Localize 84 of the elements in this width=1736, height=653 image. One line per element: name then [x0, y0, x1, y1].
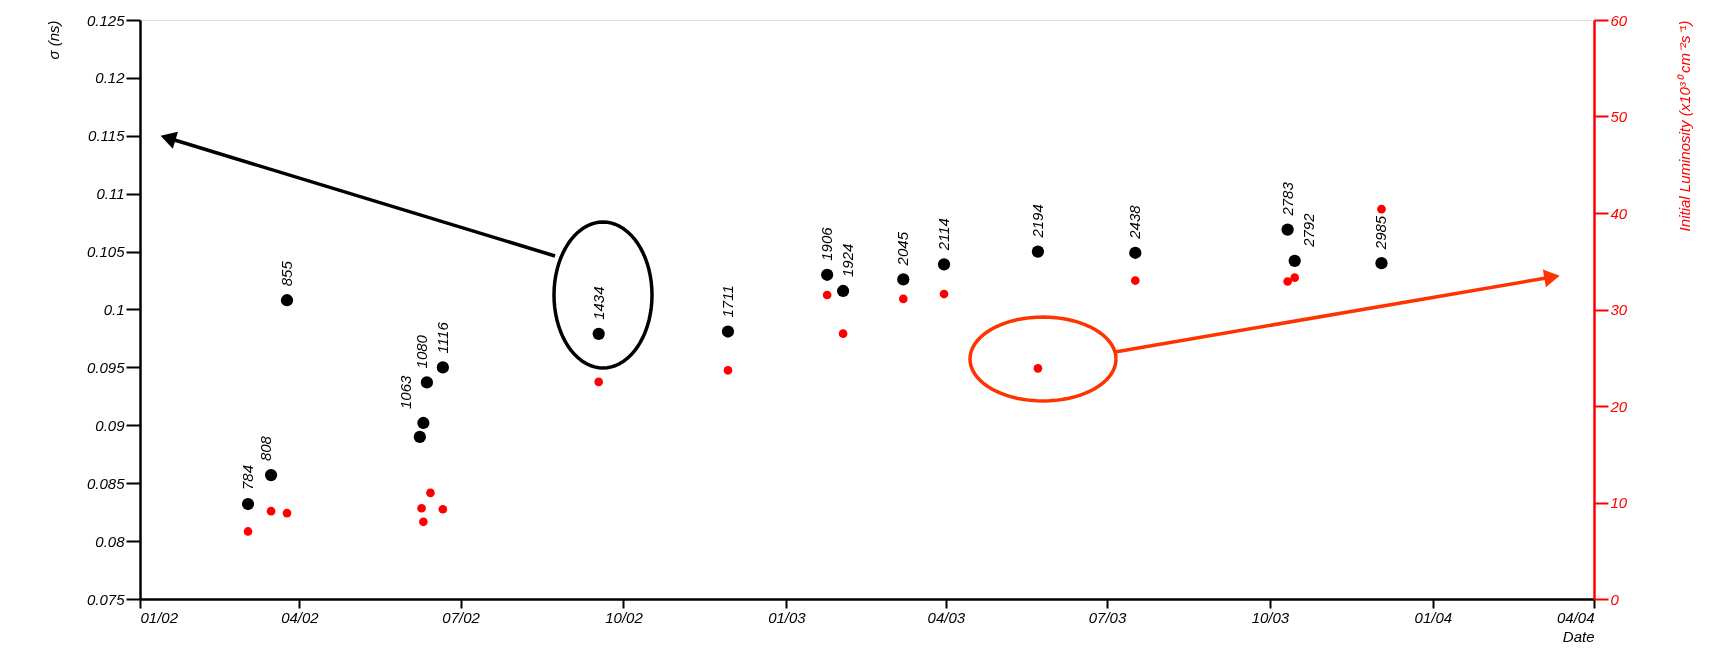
point [836, 284, 850, 298]
y-tick-label: 0.085 [86, 474, 126, 492]
point [939, 289, 949, 299]
x-tick-label: 04/03 [927, 608, 966, 626]
y2-tick-label: 10 [1610, 494, 1628, 511]
y2-tick-label: 30 [1610, 301, 1628, 318]
y2-tick-label: 20 [1609, 397, 1628, 415]
y-tick-label: 0.08 [95, 532, 126, 550]
point [723, 365, 733, 375]
y-tick-label: 0.12 [95, 69, 126, 87]
annotation: 1434 [589, 286, 607, 320]
point [419, 517, 428, 527]
point [1288, 254, 1301, 267]
point [898, 294, 908, 304]
x-tick-label: 04/02 [281, 608, 320, 626]
point [420, 376, 434, 389]
y-tick-label: 0.11 [96, 185, 125, 203]
x-tick-label: 01/03 [768, 608, 807, 626]
x-tick-label: 07/02 [442, 608, 481, 626]
point [721, 325, 735, 338]
y-tick-label: 0.105 [86, 243, 126, 261]
y-tick-label: 0.1 [103, 301, 125, 318]
annotation: 2783 [1278, 181, 1296, 217]
y-tick-label: 0.09 [95, 416, 126, 434]
point [937, 258, 951, 271]
annotation: 2114 [935, 218, 953, 252]
point [838, 329, 848, 338]
point [1033, 364, 1043, 373]
annotation: 1063 [396, 374, 414, 409]
annotation: 784 [239, 465, 257, 491]
point [594, 377, 604, 387]
y-tick-label: 0.115 [88, 127, 126, 145]
y2-tick-label: 60 [1610, 11, 1628, 29]
y-tick-label: 0.075 [86, 590, 126, 608]
point [413, 430, 426, 443]
annotation: 1711 [718, 285, 736, 318]
y-tick-label: 0.125 [86, 11, 126, 29]
annotation: 808 [256, 435, 274, 462]
point [1377, 204, 1386, 214]
point [1375, 257, 1388, 270]
x-tick-label: 01/04 [1414, 608, 1453, 626]
annotation: 2985 [1372, 215, 1390, 251]
annotation: 2045 [894, 231, 912, 267]
annotation: 1080 [412, 334, 430, 369]
point [592, 327, 605, 340]
x-tick-label: 01/02 [140, 608, 179, 626]
annotation: 2194 [1028, 204, 1046, 239]
annotation: 1924 [839, 243, 857, 277]
y-axis-title: σ (ns) [44, 20, 62, 60]
point [822, 290, 832, 300]
annotation: 855 [277, 260, 295, 287]
annotation: 2438 [1126, 204, 1144, 240]
point [280, 294, 294, 307]
y2-tick-label: 40 [1610, 204, 1628, 222]
y-tick-label: 0.095 [86, 358, 126, 376]
x-tick-label: 07/03 [1088, 608, 1127, 626]
annotation: 1906 [818, 226, 836, 261]
point [1281, 223, 1294, 236]
point [266, 506, 276, 516]
point [241, 497, 255, 511]
point [426, 488, 435, 498]
point [1130, 276, 1140, 285]
x-axis-title: Date [1562, 627, 1595, 645]
point [243, 527, 253, 536]
point [264, 468, 278, 482]
point [1031, 245, 1045, 258]
point [436, 361, 449, 374]
point [1129, 246, 1142, 259]
x-tick-label: 04/04 [1556, 608, 1595, 626]
point [897, 273, 910, 286]
annotation: 2792 [1299, 212, 1317, 248]
x-tick-label: 10/02 [605, 608, 644, 626]
point [282, 508, 292, 518]
y2-tick-label: 0 [1610, 590, 1620, 608]
point [438, 504, 448, 514]
point [1290, 273, 1300, 282]
y2-tick-label: 50 [1610, 108, 1628, 125]
y2-axis-title: Initial Luminosity (x10³⁰ cm⁻²s⁻¹) [1675, 20, 1693, 232]
annotation: 1116 [433, 321, 451, 354]
point [821, 268, 834, 281]
point [417, 416, 430, 430]
point [1283, 277, 1292, 286]
point [417, 503, 426, 513]
x-tick-label: 10/03 [1251, 608, 1290, 626]
